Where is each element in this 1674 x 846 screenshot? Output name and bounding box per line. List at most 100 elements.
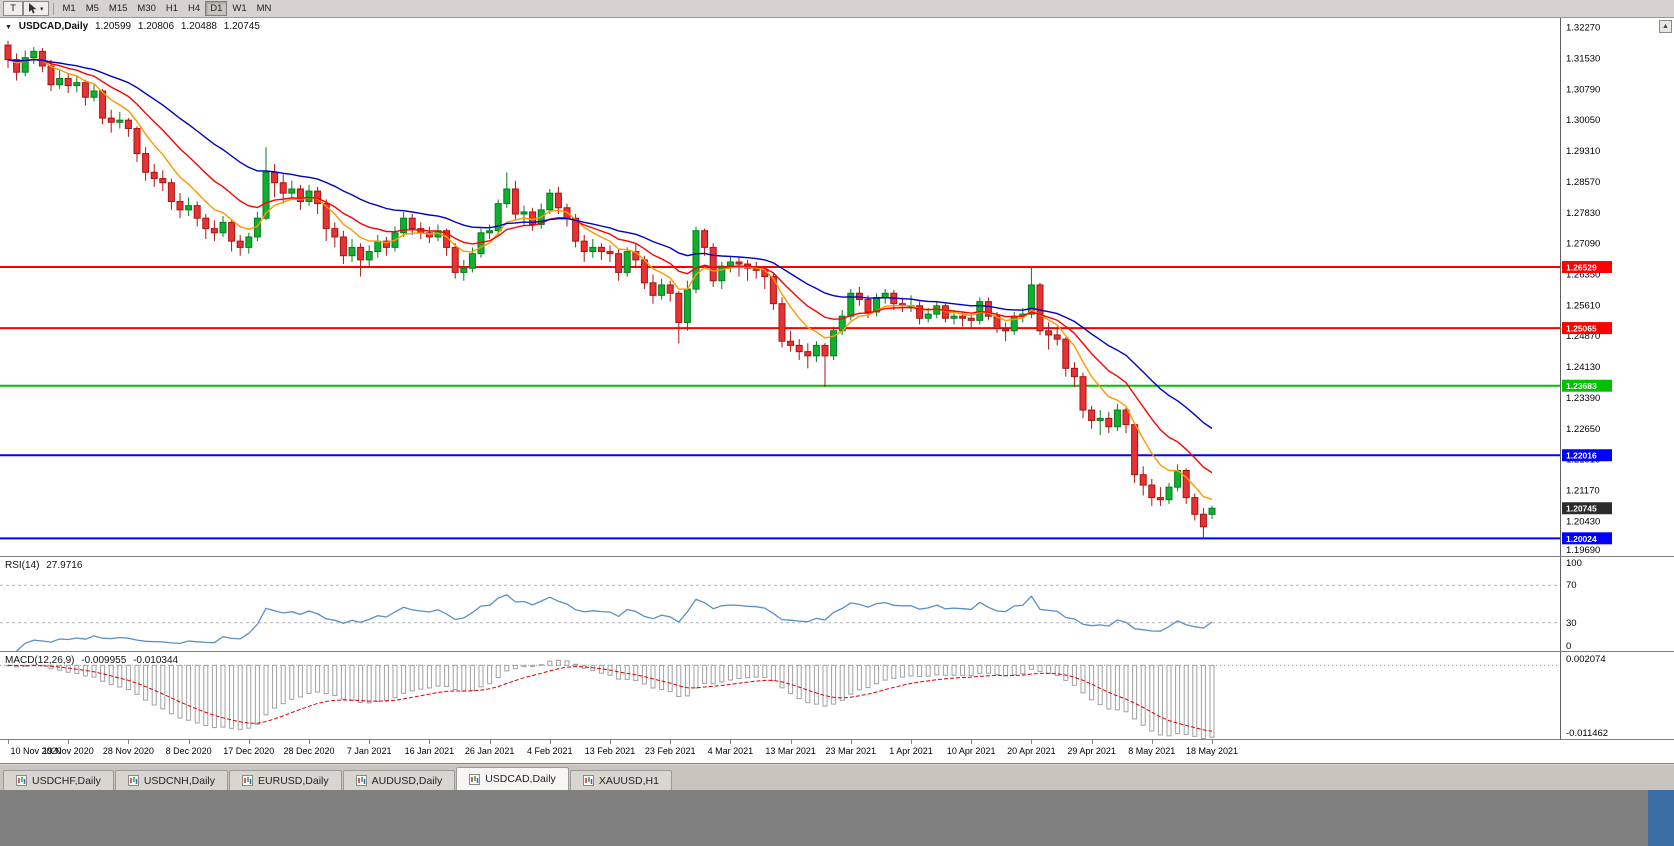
timeframe-button-m15[interactable]: M15 [108,3,128,14]
date-label: 23 Mar 2021 [825,746,877,756]
time-axis-tick [850,740,852,744]
bottom-right-accent [1648,790,1674,846]
timeframe-button-h1[interactable]: H1 [165,3,179,14]
tab-usdcad-daily[interactable]: USDCAD,Daily [456,767,569,790]
svg-text:1.27090: 1.27090 [1566,239,1600,250]
chart-type-button[interactable]: T [3,1,23,16]
svg-text:1.29310: 1.29310 [1566,146,1600,157]
svg-text:1.25065: 1.25065 [1566,324,1597,334]
main-chart-pane[interactable]: ▼ USDCAD,Daily 1.20599 1.20806 1.20488 1… [0,18,1674,557]
cursor-tool-button[interactable]: ▾ [23,1,49,16]
macd-indicator-pane[interactable]: MACD(12,26,9) -0.009955 -0.010344 0.0020… [0,652,1674,740]
svg-text:1.24870: 1.24870 [1566,331,1600,342]
tab-label: USDCNH,Daily [143,774,216,787]
macd-header: MACD(12,26,9) -0.009955 -0.010344 [5,655,182,666]
tab-usdcnh-daily[interactable]: USDCNH,Daily [114,770,229,790]
date-label: 7 Jan 2021 [346,746,392,756]
chart-ohlc-header: ▼ USDCAD,Daily 1.20599 1.20806 1.20488 1… [5,21,264,32]
svg-text:1.25610: 1.25610 [1566,300,1600,311]
high-value: 1.20806 [137,21,175,32]
bottom-gray-band [0,790,1674,846]
time-axis-tick [911,740,912,744]
time-axis-tick [248,740,250,744]
date-label: 4 Feb 2021 [527,746,573,756]
svg-text:1.20745: 1.20745 [1566,504,1597,514]
timeframe-button-mn[interactable]: MN [256,3,272,14]
timeframe-button-m1[interactable]: M1 [62,3,76,14]
timeframe-button-m30[interactable]: M30 [137,3,156,14]
tab-audusd-daily[interactable]: AUDUSD,Daily [342,770,456,790]
macd-signal-value: -0.010344 [133,655,179,666]
tab-label: USDCHF,Daily [32,774,101,787]
date-label: 13 Mar 2021 [765,746,816,756]
timeframe-button-d1[interactable]: D1 [205,1,228,16]
svg-text:1.21170: 1.21170 [1566,486,1600,497]
svg-text:1.32270: 1.32270 [1566,23,1600,34]
time-axis-tick [429,740,431,744]
rsi-header: RSI(14) 27.9716 [5,560,86,571]
candlestick-chart-canvas[interactable]: 1.32270 1.31530 1.30790 1.30050 1.29310 1.285… [0,18,1674,556]
time-axis[interactable]: 10 Nov 2020 19 Nov 2020 28 Nov 2020 8 Dec 2… [0,740,1674,764]
date-label: 17 Dec 2020 [223,746,275,756]
timeframe-button-m5[interactable]: M5 [85,3,99,14]
date-label: 10 Apr 2021 [946,746,996,756]
chart-icon [355,775,367,786]
date-label: 26 Jan 2021 [464,746,515,756]
svg-text:1.19690: 1.19690 [1566,545,1600,556]
pointer-icon [29,3,37,14]
tab-xauusd-h1[interactable]: XAUUSD,H1 [569,770,672,790]
svg-text:1.26350: 1.26350 [1566,269,1600,280]
tab-usdchf-daily[interactable]: USDCHF,Daily [3,770,114,790]
tab-label: XAUUSD,H1 [598,774,659,787]
timeframe-button-w1[interactable]: W1 [232,3,247,14]
svg-text:1.20430: 1.20430 [1566,516,1600,527]
time-axis-tick [309,740,310,744]
svg-text:1.22650: 1.22650 [1566,424,1600,435]
svg-text:0.002074: 0.002074 [1566,654,1606,665]
open-value: 1.20599 [94,21,132,32]
svg-text:0: 0 [1566,641,1571,651]
time-axis-tick [971,740,973,744]
timeframe-button-h4[interactable]: H4 [188,3,201,14]
chart-tab-bar: USDCHF,Daily USDCNH,Daily EURUSD,Daily AUDU… [0,765,1674,790]
date-label: 8 May 2021 [1128,746,1176,756]
date-label: 28 Dec 2020 [283,746,335,756]
chart-icon [242,775,254,786]
tab-label: AUDUSD,Daily [371,774,443,787]
svg-text:1.30790: 1.30790 [1566,84,1600,95]
time-axis-tick [68,740,70,744]
svg-text:-0.011462: -0.011462 [1566,728,1608,739]
macd-chart-canvas[interactable]: 0.002074 -0.011462 [0,652,1674,739]
top-toolbar: T ▾ M1 M5 M15 M30 H1 H4 D1 W1 MN [0,0,1674,18]
date-label: 28 Nov 2020 [102,746,154,756]
date-label: 20 Apr 2021 [1007,746,1056,756]
date-label: 4 Mar 2021 [707,746,754,756]
tab-eurusd-daily[interactable]: EURUSD,Daily [229,770,342,790]
time-axis-tick [670,740,672,744]
rsi-chart-canvas[interactable]: 100 70 30 0 [0,557,1674,651]
timeframe-button-group: M1 M5 M15 M30 H1 H4 D1 W1 MN [58,1,277,16]
rsi-indicator-pane[interactable]: RSI(14) 27.9716 100 70 30 0 [0,557,1674,652]
date-label: 16 Jan 2021 [404,746,455,756]
time-axis-tick [1031,740,1033,744]
svg-text:1.20024: 1.20024 [1566,534,1597,544]
svg-text:70: 70 [1566,580,1577,591]
time-axis-tick [128,740,130,744]
svg-text:1.30050: 1.30050 [1566,115,1600,126]
svg-text:1.24130: 1.24130 [1566,362,1600,373]
date-label: 19 Nov 2020 [42,746,94,756]
macd-value: -0.009955 [81,655,127,666]
date-label: 29 Apr 2021 [1067,746,1116,756]
chevron-down-icon: ▾ [40,5,44,13]
time-axis-tick [489,740,491,744]
time-axis-tick [1151,740,1153,744]
rsi-value: 27.9716 [46,560,83,571]
svg-text:1.23390: 1.23390 [1566,393,1600,404]
date-label: 10 Nov 2020 [10,746,62,756]
date-label: 1 Apr 2021 [889,746,933,756]
svg-text:1.23683: 1.23683 [1566,381,1597,391]
scroll-up-button[interactable]: ▲ [1659,20,1672,33]
time-axis-tick [730,740,732,744]
tab-label: USDCAD,Daily [485,773,556,785]
chart-icon [127,775,139,786]
